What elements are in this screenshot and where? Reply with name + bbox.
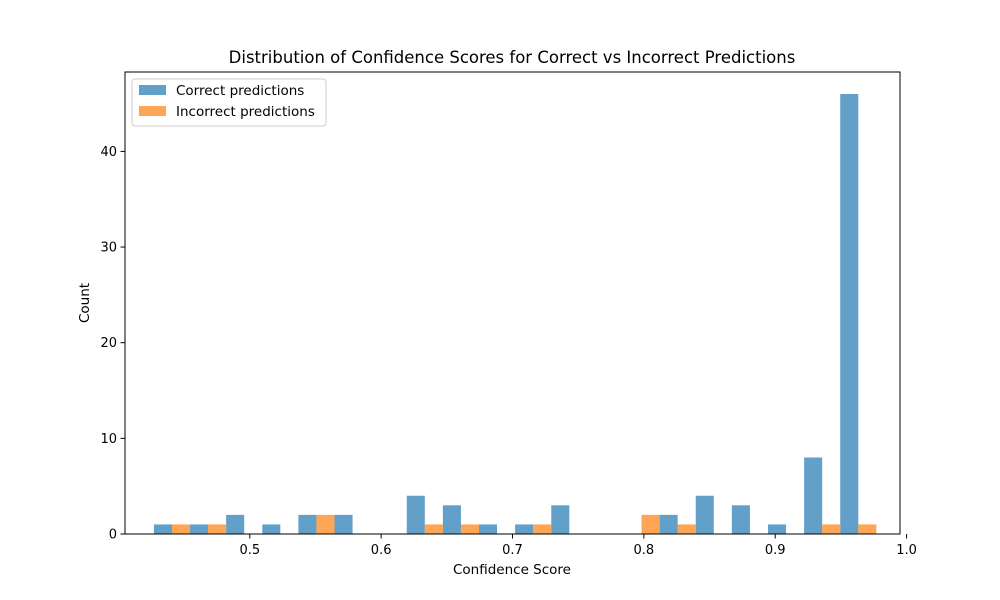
legend-swatch-incorrect: [139, 106, 166, 116]
bar-correct-5: [334, 514, 353, 534]
bar-correct-19: [840, 94, 859, 534]
bar-incorrect-1: [208, 524, 227, 534]
bar-correct-0: [153, 524, 172, 534]
bar-correct-8: [442, 505, 461, 534]
bar-correct-1: [190, 524, 209, 534]
x-tick-label: 0.9: [765, 543, 786, 558]
plot-frame: [124, 71, 901, 535]
legend-frame: [131, 78, 327, 127]
bar-correct-9: [479, 524, 498, 534]
bar-correct-3: [262, 524, 281, 534]
y-tick-label: 30: [100, 241, 117, 256]
y-tick-label: 40: [100, 145, 117, 160]
bar-correct-16: [731, 505, 750, 534]
legend-label-incorrect: Incorrect predictions: [176, 104, 315, 120]
x-tick-label: 0.8: [634, 543, 655, 558]
legend-label-correct: Correct predictions: [176, 83, 304, 99]
bar-correct-4: [298, 514, 317, 534]
x-axis-ticks: 0.5 0.6 0.7 0.8 0.9 1.0: [239, 534, 917, 558]
bar-correct-11: [551, 505, 570, 534]
bar-incorrect-18: [822, 524, 841, 534]
bar-correct-2: [226, 514, 245, 534]
bars: [153, 94, 877, 534]
legend: Correct predictions Incorrect prediction…: [131, 78, 327, 127]
bar-correct-15: [695, 495, 714, 534]
bar-incorrect-10: [533, 524, 552, 534]
bar-correct-17: [767, 524, 787, 534]
y-tick-label: 10: [100, 432, 117, 447]
bar-incorrect-13: [641, 514, 660, 534]
bar-incorrect-8: [460, 524, 479, 534]
legend-swatch-correct: [139, 85, 166, 95]
x-tick-label: 0.6: [371, 543, 392, 558]
bar-incorrect-14: [677, 524, 696, 534]
y-axis-label: Count: [77, 283, 93, 323]
bar-correct-18: [804, 457, 823, 534]
bar-incorrect-0: [171, 524, 191, 534]
bar-incorrect-4: [316, 514, 335, 534]
x-axis-label: Confidence Score: [453, 562, 571, 578]
x-tick-label: 1.0: [896, 543, 917, 558]
bar-incorrect-19: [858, 524, 877, 534]
x-tick-label: 0.7: [502, 543, 523, 558]
y-tick-label: 20: [100, 336, 117, 351]
y-axis-ticks: 0 10 20 30 40: [100, 145, 125, 543]
y-tick-label: 0: [109, 528, 117, 543]
bar-correct-10: [515, 524, 534, 534]
bar-incorrect-7: [424, 524, 443, 534]
bar-correct-7: [406, 495, 425, 534]
chart-title: Distribution of Confidence Scores for Co…: [229, 48, 796, 67]
bar-correct-14: [659, 514, 678, 534]
x-tick-label: 0.5: [239, 543, 260, 558]
